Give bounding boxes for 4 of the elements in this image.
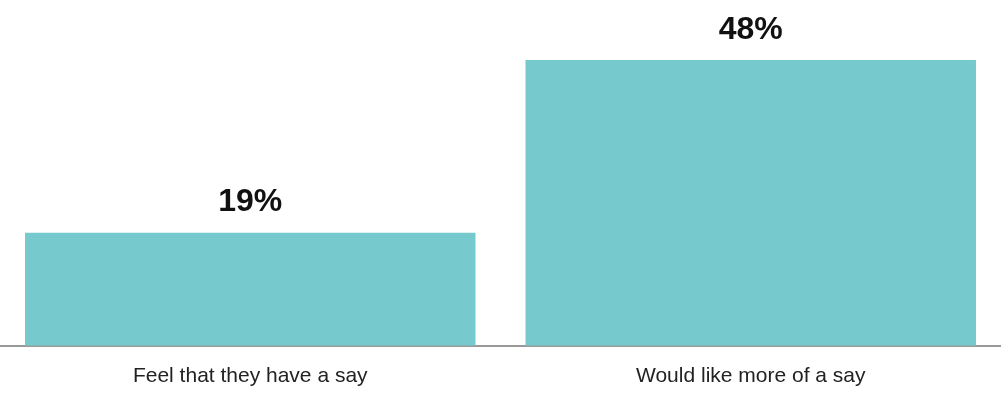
data-label: 48% xyxy=(718,9,783,46)
x-tick-label: Would like more of a say xyxy=(635,363,867,387)
data-label: 19% xyxy=(218,182,283,219)
x-tick-label: Feel that they have a say xyxy=(132,363,369,387)
